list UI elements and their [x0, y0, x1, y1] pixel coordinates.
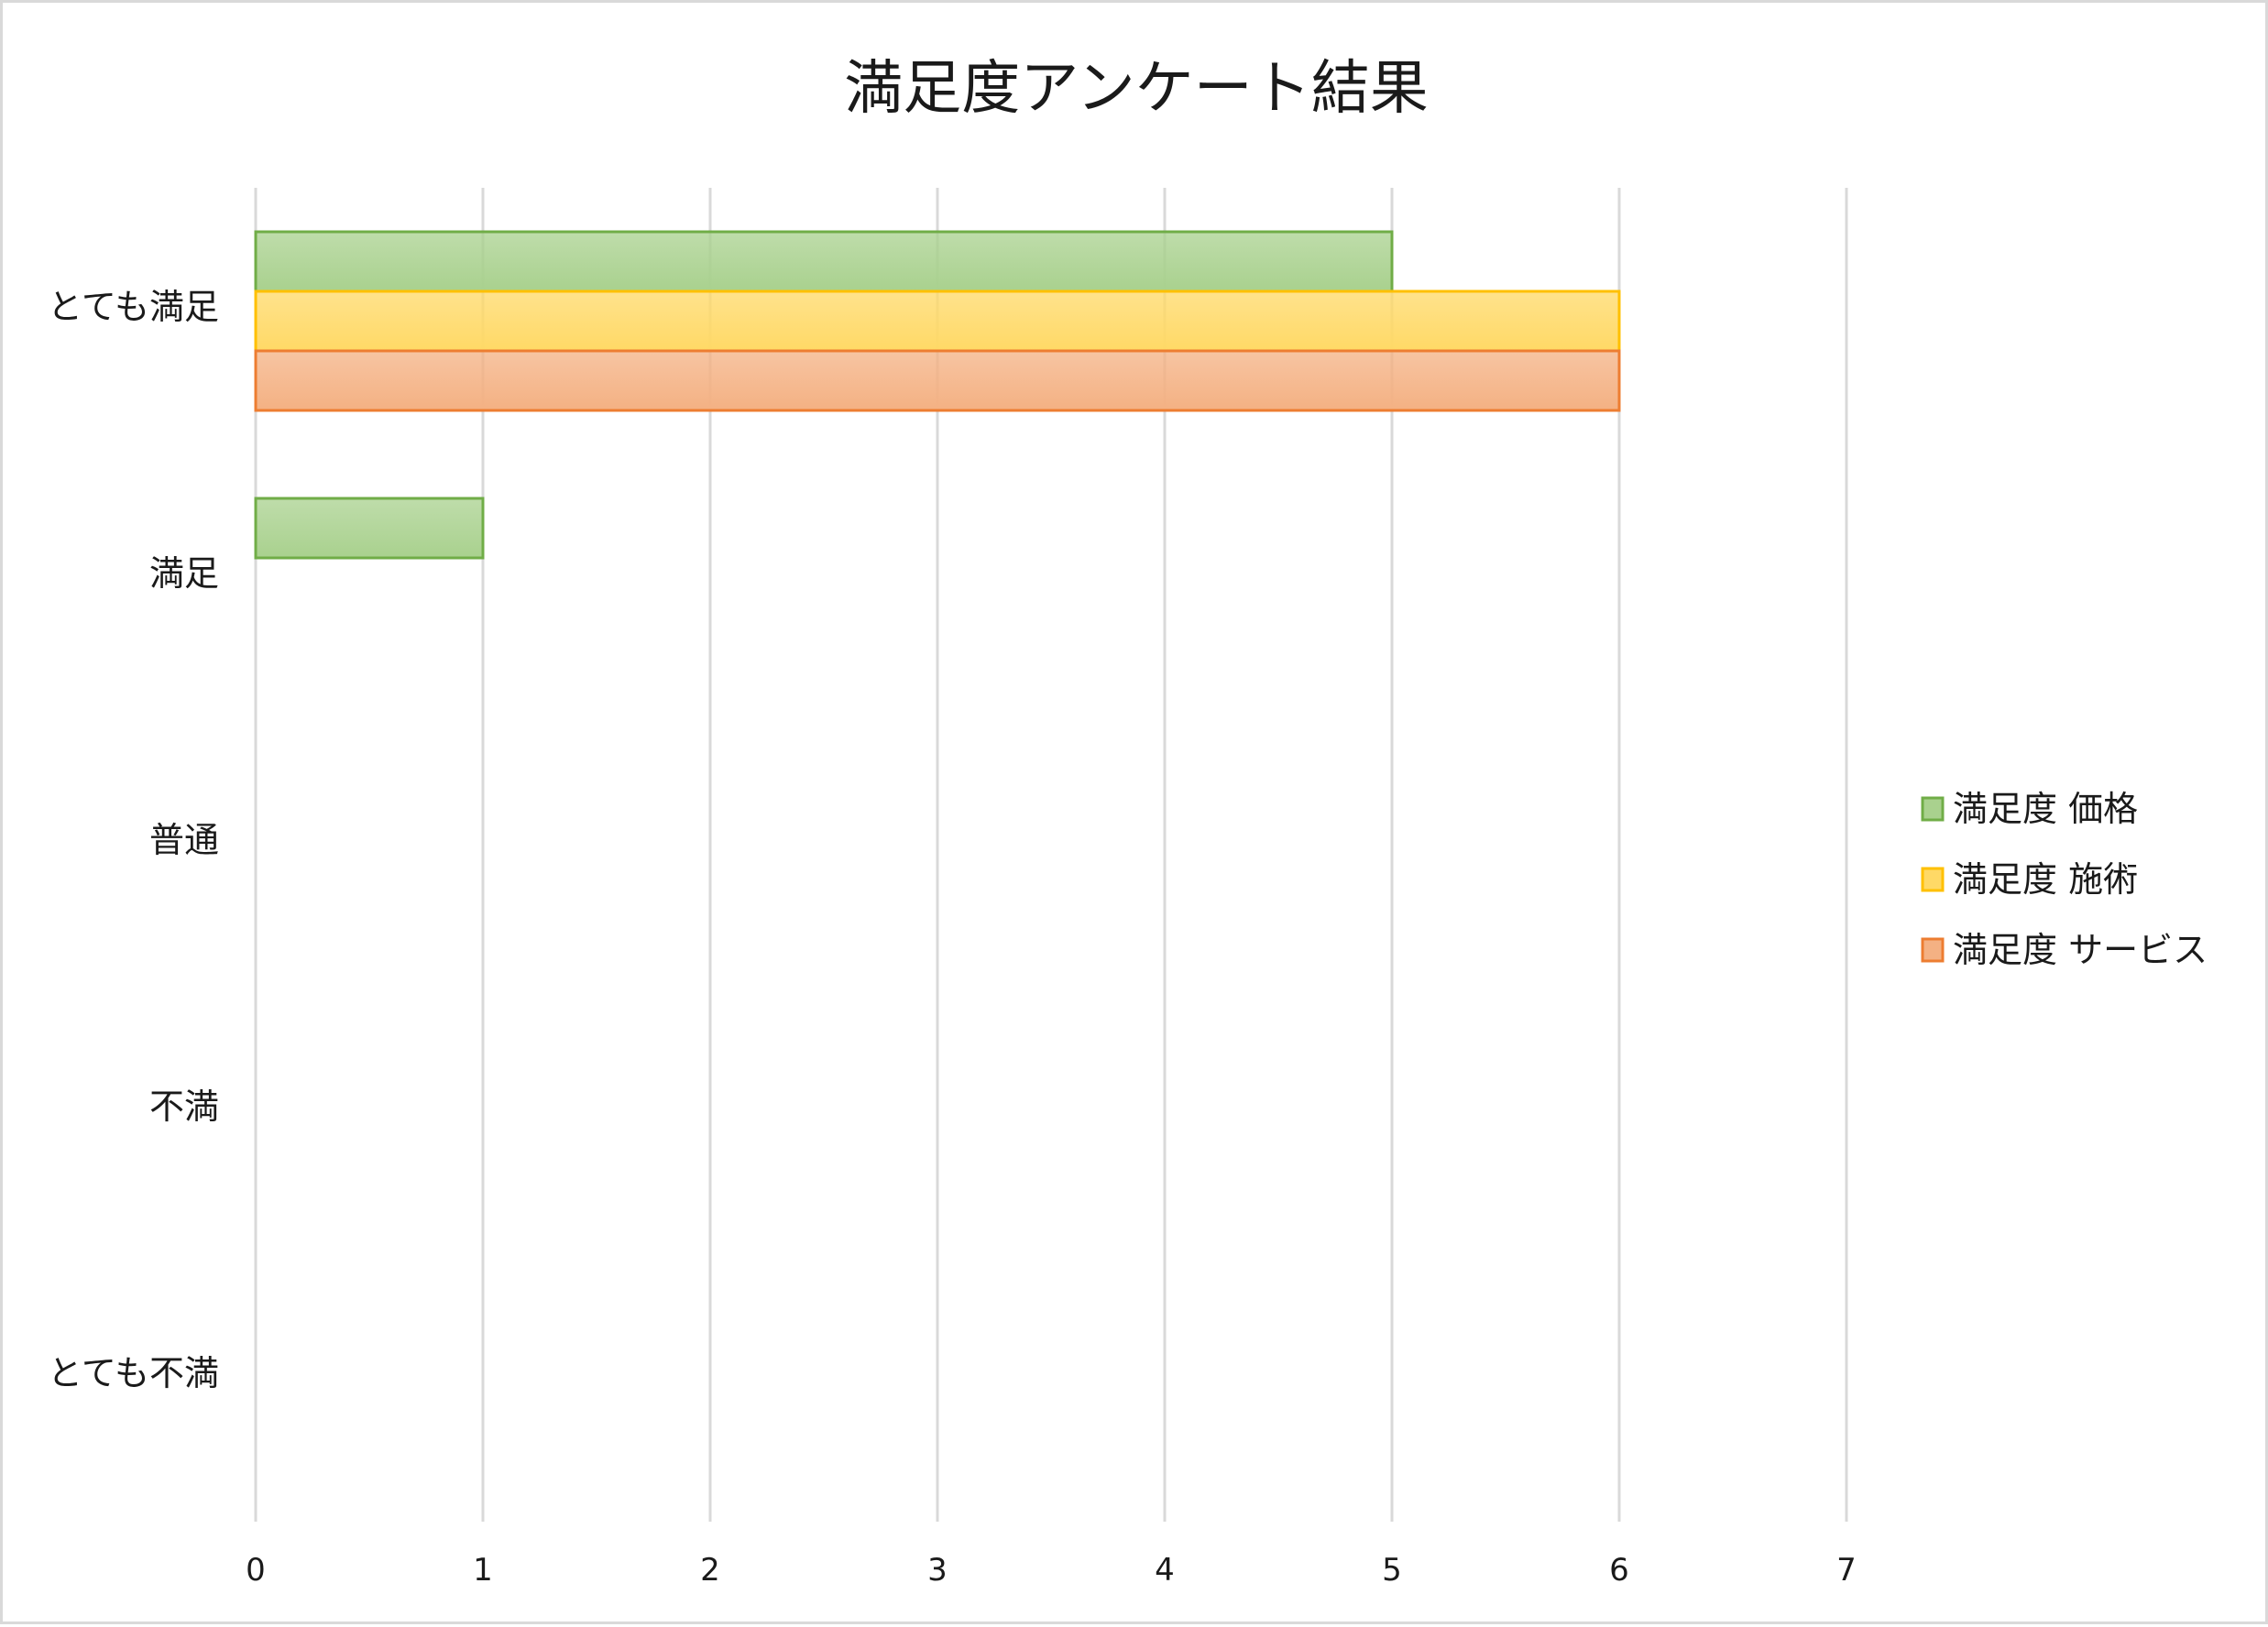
x-tick-label: 3	[927, 1552, 948, 1589]
category-label: とても不満	[48, 1353, 219, 1393]
bars	[254, 230, 1621, 560]
x-tick-label: 6	[1609, 1552, 1629, 1589]
bar-0-1	[254, 289, 1621, 353]
legend-label: 満足度 価格	[1953, 789, 2138, 829]
chart-title: 満足度アンケート結果	[844, 55, 1428, 123]
x-tick-label: 0	[246, 1552, 266, 1589]
bar-1-0	[254, 497, 485, 560]
bar-0-0	[254, 230, 1394, 293]
x-tick-label: 1	[473, 1552, 493, 1589]
legend-label: 満足度 サービス	[1953, 930, 2208, 970]
x-tick-label: 2	[700, 1552, 720, 1589]
legend-swatch	[1921, 796, 1945, 822]
category-label: 不満	[149, 1086, 219, 1127]
x-tick-label: 4	[1155, 1552, 1175, 1589]
legend-swatch	[1921, 937, 1945, 963]
x-tick-labels: 0 1 2 3 4 5 6 7	[246, 1552, 1857, 1589]
x-tick-label: 7	[1836, 1552, 1857, 1589]
bar-0-2	[254, 349, 1621, 412]
legend-swatch	[1921, 867, 1945, 892]
legend-label: 満足度 施術	[1953, 859, 2138, 900]
category-label: とても満足	[48, 287, 219, 327]
category-label: 普通	[149, 820, 219, 860]
x-tick-label: 5	[1382, 1552, 1402, 1589]
category-label: 満足	[149, 553, 219, 594]
